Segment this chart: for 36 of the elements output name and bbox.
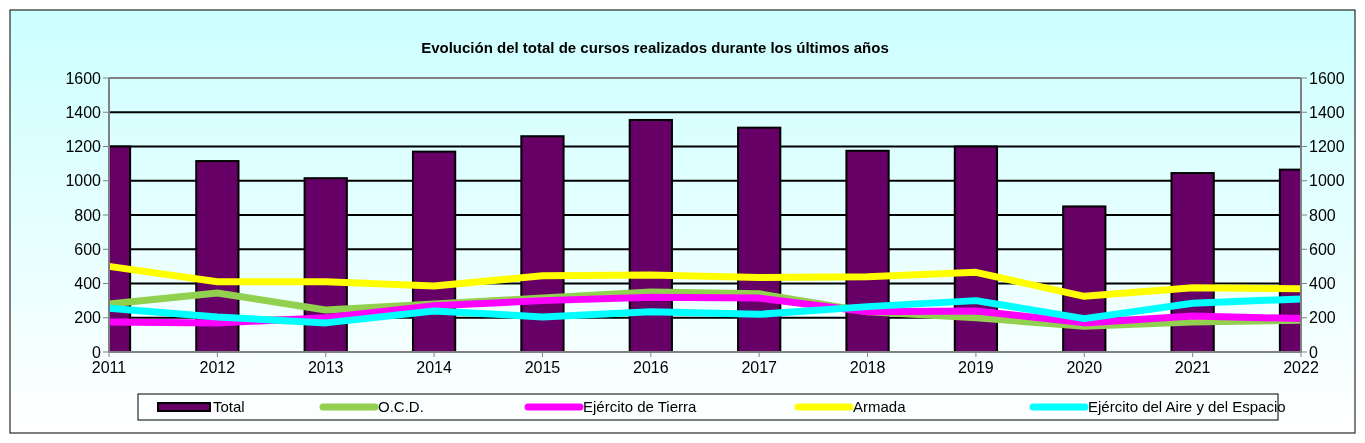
x-tick-label: 2022 [1283,359,1319,376]
legend-label: Armada [853,398,907,416]
chart-title: Evolución del total de cursos realizados durante los últimos años [421,39,889,56]
y-tick-label: 800 [74,206,102,224]
y-tick-label: 1000 [65,172,102,190]
y-tick-label: 400 [74,275,102,293]
x-tick-label: 2021 [1174,359,1211,376]
y2-tick-label: 1400 [1309,103,1345,121]
y-tick-label: 1200 [65,138,102,156]
x-tick-label: 2014 [416,359,452,376]
y-tick-label: 1400 [65,103,102,121]
y2-tick-label: 1200 [1309,138,1345,156]
y-tick-label: 1600 [65,69,102,87]
legend-label: Ejército del Aire y del Espacio [1088,398,1286,416]
x-tick-label: 2020 [1066,359,1103,376]
y2-tick-label: 800 [1309,206,1336,224]
y2-tick-label: 400 [1309,275,1336,293]
x-tick-label: 2017 [741,359,778,376]
y-tick-label: 600 [74,240,102,258]
x-tick-label: 2013 [307,359,344,376]
y2-tick-label: 600 [1309,240,1336,258]
legend-label: Total [213,398,245,416]
y2-tick-label: 1000 [1309,172,1345,190]
y2-tick-label: 1600 [1309,69,1345,87]
x-tick-label: 2016 [633,359,669,376]
x-tick-label: 2011 [91,359,127,376]
x-tick-label: 2015 [524,359,561,376]
y2-tick-label: 200 [1309,309,1336,327]
legend-label: Ejército de Tierra [583,398,698,416]
y2-tick-label: 0 [1309,343,1318,361]
y-tick-label: 200 [74,309,102,327]
legend-label: O.C.D. [378,398,424,416]
x-tick-label: 2018 [849,359,886,376]
x-tick-label: 2012 [199,359,236,376]
x-tick-label: 2019 [958,359,994,376]
y-tick-label: 0 [92,343,102,361]
